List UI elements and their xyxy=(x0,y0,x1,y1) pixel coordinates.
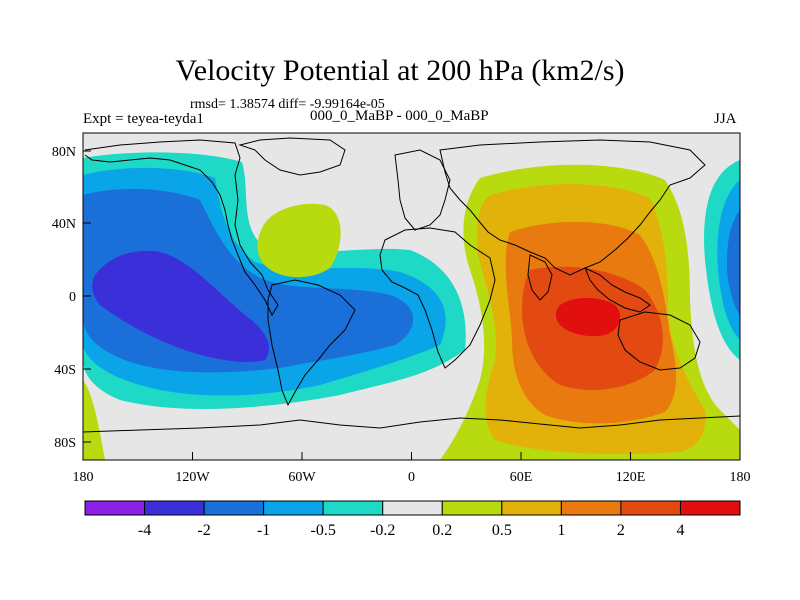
colorbar-swatch xyxy=(441,500,503,516)
colorbar-label: 4 xyxy=(676,522,684,539)
coast-southeast-asia xyxy=(584,267,651,313)
stats-text: rmsd= 1.38574 diff= -9.99164e-05 xyxy=(190,97,385,112)
y-tick-80n: 80N xyxy=(52,145,76,160)
y-tick-0: 0 xyxy=(69,290,76,305)
coast-antarctica xyxy=(83,415,740,433)
x-tick-120w: 120W xyxy=(175,470,210,485)
colorbar-swatch xyxy=(501,500,562,516)
contour-field xyxy=(83,133,740,460)
x-tick-60e: 60E xyxy=(510,470,533,485)
axis-ticks xyxy=(82,150,741,460)
coast-africa xyxy=(379,227,496,369)
colorbar-label: -1 xyxy=(257,522,270,539)
contour-pos-southwest xyxy=(83,380,105,460)
colorbar: -4 -2 -1 -0.5 -0.2 0.2 0.5 1 2 4 xyxy=(84,500,741,539)
x-tick-180w: 180 xyxy=(73,470,94,485)
coast-greenland xyxy=(238,137,346,176)
contour-neg-2 xyxy=(92,250,269,362)
experiment-label: Expt = teyea-teyda1 xyxy=(83,111,204,127)
colorbar-label: 0.5 xyxy=(492,522,512,539)
x-tick-0: 0 xyxy=(408,470,415,485)
colorbar-label: 1 xyxy=(557,522,565,539)
coast-north-america xyxy=(84,139,279,317)
y-tick-40s: 40S xyxy=(54,363,76,378)
colorbar-swatch xyxy=(263,500,324,516)
y-tick-40n: 40N xyxy=(52,217,76,232)
colorbar-label: 0.2 xyxy=(432,522,452,539)
colorbar-swatch xyxy=(322,500,384,516)
colorbar-label: -0.5 xyxy=(311,522,336,539)
x-tick-60w: 60W xyxy=(288,470,316,485)
coast-europe xyxy=(394,149,451,231)
x-tick-120e: 120E xyxy=(616,470,646,485)
contour-neg-east-1 xyxy=(726,210,740,315)
colorbar-swatch xyxy=(382,500,443,516)
contour-pos-atlantic xyxy=(257,203,341,278)
colorbar-swatch xyxy=(84,500,146,516)
contour-pos-4 xyxy=(555,297,621,337)
colorbar-label: -2 xyxy=(197,522,210,539)
colorbar-label: -4 xyxy=(138,522,151,539)
colorbar-swatch xyxy=(560,500,622,516)
coast-south-america xyxy=(267,279,356,407)
continent-outlines xyxy=(83,137,740,433)
x-tick-180e: 180 xyxy=(730,470,751,485)
colorbar-label: -0.2 xyxy=(370,522,395,539)
colorbar-label: 2 xyxy=(617,522,625,539)
plot-title: Velocity Potential at 200 hPa (km2/s) xyxy=(175,54,625,87)
colorbar-swatch xyxy=(144,500,205,516)
season-label: JJA xyxy=(714,111,737,127)
comparison-subtitle: 000_0_MaBP - 000_0_MaBP xyxy=(310,108,489,124)
coast-eurasia xyxy=(439,139,706,276)
colorbar-swatch xyxy=(620,500,681,516)
colorbar-swatch xyxy=(203,500,265,516)
coast-australia xyxy=(617,311,701,371)
y-tick-80s: 80S xyxy=(54,436,76,451)
coast-india xyxy=(527,254,553,301)
colorbar-swatch xyxy=(679,500,741,516)
